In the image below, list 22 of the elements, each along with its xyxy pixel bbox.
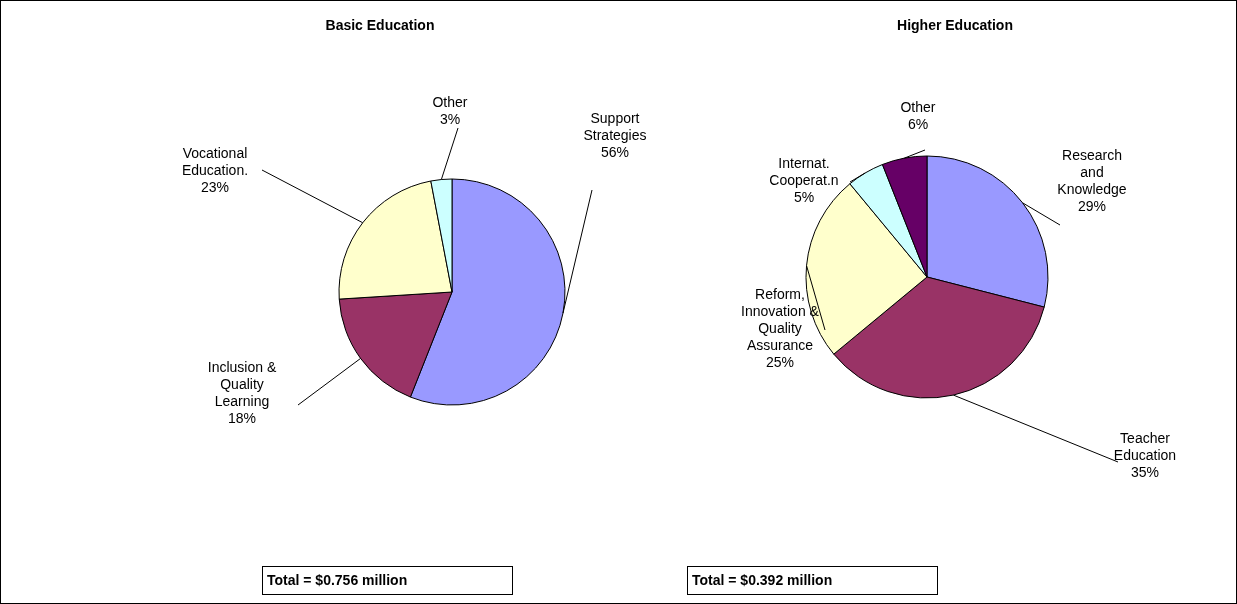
data-label: 5% [793, 189, 815, 205]
slice-label: Teacher Education [1113, 430, 1177, 463]
chart-title: Basic Education [325, 17, 435, 33]
chart-title: Higher Education [897, 17, 1013, 33]
data-label: 29% [1077, 197, 1107, 214]
data-label: 25% [765, 354, 795, 370]
slice-label: Other [900, 98, 936, 115]
data-label: 18% [227, 409, 257, 426]
data-label: 35% [1130, 464, 1160, 480]
slice-label: Inclusion & Quality Learning [207, 358, 277, 409]
data-label: 6% [907, 115, 929, 132]
text: Total = $0.756 million [267, 572, 408, 588]
slice-label: Reform, Innovation & Quality Assurance [741, 286, 820, 353]
slice-label: Other [432, 93, 468, 110]
slice-label: Vocational Education. [181, 145, 249, 178]
data-label: 56% [600, 144, 630, 160]
data-label: 3% [439, 110, 461, 127]
data-label: 23% [200, 179, 230, 195]
slice-label: Research and Knowledge [1057, 146, 1127, 197]
text: Total = $0.392 million [692, 572, 833, 588]
slice-label: Support Strategies [583, 110, 647, 143]
slice-label: Internat. Cooperat.n [769, 155, 839, 188]
